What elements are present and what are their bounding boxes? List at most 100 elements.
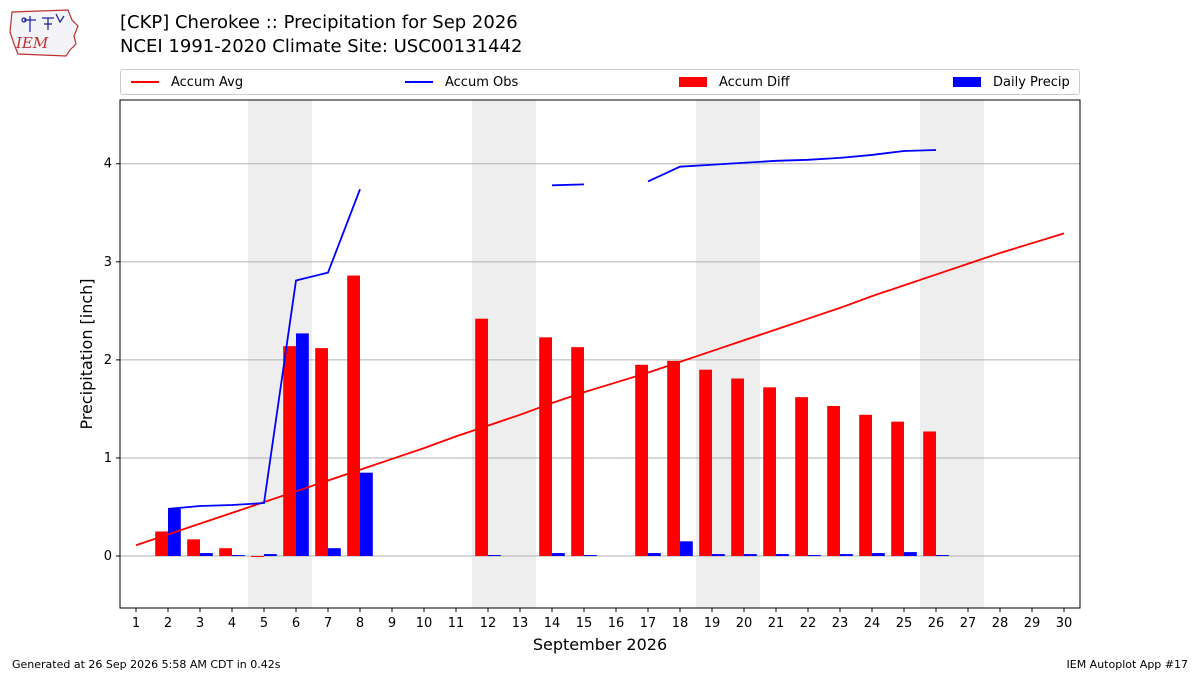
daily-precip-bar [488, 555, 501, 557]
x-tick-label: 11 [448, 616, 465, 631]
x-tick-label: 8 [356, 616, 364, 631]
x-tick-label: 15 [576, 616, 593, 631]
daily-precip-bar [776, 554, 789, 557]
app-credit: IEM Autoplot App #17 [1066, 658, 1189, 671]
x-tick-label: 1 [132, 616, 140, 631]
x-tick-label: 5 [260, 616, 268, 631]
daily-precip-bar [712, 554, 725, 557]
accum-obs-line [647, 149, 937, 183]
x-axis-label: September 2026 [533, 635, 667, 654]
plot-frame [119, 99, 1081, 609]
accum-obs-line [551, 183, 585, 187]
x-tick-label: 18 [672, 616, 689, 631]
daily-precip-bar [296, 333, 309, 557]
x-tick-label: 27 [960, 616, 977, 631]
legend-item-accum-diff: Accum Diff [679, 70, 790, 94]
daily-precip-bar [872, 553, 885, 557]
x-tick-label: 16 [608, 616, 625, 631]
daily-precip-bar [744, 554, 757, 557]
accum-diff-bar [859, 414, 872, 557]
x-tick-label: 10 [416, 616, 433, 631]
legend-swatch [953, 77, 981, 87]
accum-diff-bar [827, 405, 840, 557]
daily-precip-bar [552, 553, 565, 557]
accum-diff-bar [891, 421, 904, 557]
x-tick-label: 23 [832, 616, 849, 631]
accum-diff-bar [187, 539, 200, 557]
y-tick-label: 1 [104, 451, 112, 466]
legend-label: Accum Avg [171, 74, 244, 90]
accum-diff-bar [635, 364, 648, 557]
daily-precip-bar [648, 553, 661, 557]
y-axis-label: Precipitation [inch] [77, 278, 96, 429]
iem-logo: IEM [9, 9, 79, 57]
x-tick-label: 24 [864, 616, 881, 631]
accum-diff-bar [283, 346, 296, 557]
x-tick-label: 20 [736, 616, 753, 631]
x-tick-label: 29 [1024, 616, 1041, 631]
daily-precip-bar [328, 548, 341, 557]
legend-label: Daily Precip [993, 74, 1070, 90]
generated-timestamp: Generated at 26 Sep 2026 5:58 AM CDT in … [12, 658, 281, 671]
daily-precip-bar [360, 472, 373, 557]
legend-label: Accum Obs [445, 74, 519, 90]
x-tick-label: 28 [992, 616, 1009, 631]
accum-diff-bar [219, 548, 232, 557]
x-tick-label: 9 [388, 616, 396, 631]
daily-precip-bar [904, 552, 917, 557]
accum-avg-line [135, 232, 1065, 547]
y-tick-label: 2 [104, 353, 112, 368]
legend-item-accum-avg: Accum Avg [131, 70, 243, 94]
daily-precip-bar [200, 553, 213, 557]
legend-item-accum-obs: Accum Obs [405, 70, 518, 94]
y-tick-label: 3 [104, 255, 112, 270]
accum-diff-bar [347, 275, 360, 557]
x-tick-label: 4 [228, 616, 236, 631]
x-tick-label: 7 [324, 616, 332, 631]
logo-text: IEM [15, 34, 49, 52]
daily-precip-bar [264, 554, 277, 557]
chart-title: [CKP] Cherokee :: Precipitation for Sep … [120, 12, 518, 33]
x-tick-label: 19 [704, 616, 721, 631]
daily-precip-bar [584, 555, 597, 557]
daily-precip-bar [936, 555, 949, 557]
legend-swatch [679, 77, 707, 87]
accum-obs-line [167, 188, 361, 510]
y-tick-label: 0 [104, 549, 112, 564]
accum-diff-bar [731, 378, 744, 557]
x-tick-label: 22 [800, 616, 817, 631]
legend-item-daily-precip: Daily Precip [953, 70, 1070, 94]
x-tick-label: 2 [164, 616, 172, 631]
legend-swatch [131, 81, 159, 83]
accum-diff-bar [795, 397, 808, 557]
x-tick-label: 26 [928, 616, 945, 631]
chart-subtitle: NCEI 1991-2020 Climate Site: USC00131442 [120, 36, 523, 57]
x-tick-label: 21 [768, 616, 785, 631]
legend: Accum Avg Accum Obs Accum Diff Daily Precip [120, 69, 1080, 95]
x-tick-label: 12 [480, 616, 497, 631]
daily-precip-bar [680, 541, 693, 557]
daily-precip-bar [232, 555, 245, 557]
x-tick-label: 25 [896, 616, 913, 631]
accum-diff-bar [251, 556, 264, 558]
legend-label: Accum Diff [719, 74, 790, 90]
accum-diff-bar [699, 369, 712, 557]
daily-precip-bar [808, 555, 821, 557]
x-tick-label: 3 [196, 616, 204, 631]
x-tick-label: 6 [292, 616, 300, 631]
accum-diff-bar [475, 318, 488, 557]
accum-diff-bar [571, 347, 584, 557]
accum-diff-bar [667, 360, 680, 557]
y-tick-label: 4 [104, 157, 112, 172]
accum-diff-bar [763, 387, 776, 557]
x-tick-label: 13 [512, 616, 529, 631]
x-tick-label: 17 [640, 616, 657, 631]
accum-diff-bar [315, 348, 328, 557]
x-tick-label: 14 [544, 616, 561, 631]
accum-diff-bar [539, 337, 552, 557]
accum-diff-bar [923, 431, 936, 557]
legend-swatch [405, 81, 433, 83]
x-tick-label: 30 [1056, 616, 1073, 631]
daily-precip-bar [840, 554, 853, 557]
